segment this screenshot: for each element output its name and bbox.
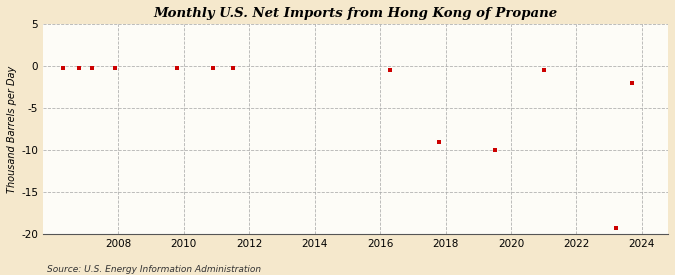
Point — [626, 81, 637, 85]
Point — [227, 66, 238, 71]
Point — [171, 66, 182, 71]
Point — [74, 66, 84, 71]
Point — [610, 226, 621, 230]
Point — [489, 148, 500, 152]
Point — [385, 68, 396, 72]
Y-axis label: Thousand Barrels per Day: Thousand Barrels per Day — [7, 65, 17, 192]
Point — [86, 66, 97, 71]
Point — [109, 66, 120, 71]
Point — [538, 68, 549, 72]
Point — [57, 66, 68, 71]
Point — [433, 139, 444, 144]
Text: Source: U.S. Energy Information Administration: Source: U.S. Energy Information Administ… — [47, 265, 261, 274]
Point — [208, 66, 219, 71]
Title: Monthly U.S. Net Imports from Hong Kong of Propane: Monthly U.S. Net Imports from Hong Kong … — [153, 7, 558, 20]
